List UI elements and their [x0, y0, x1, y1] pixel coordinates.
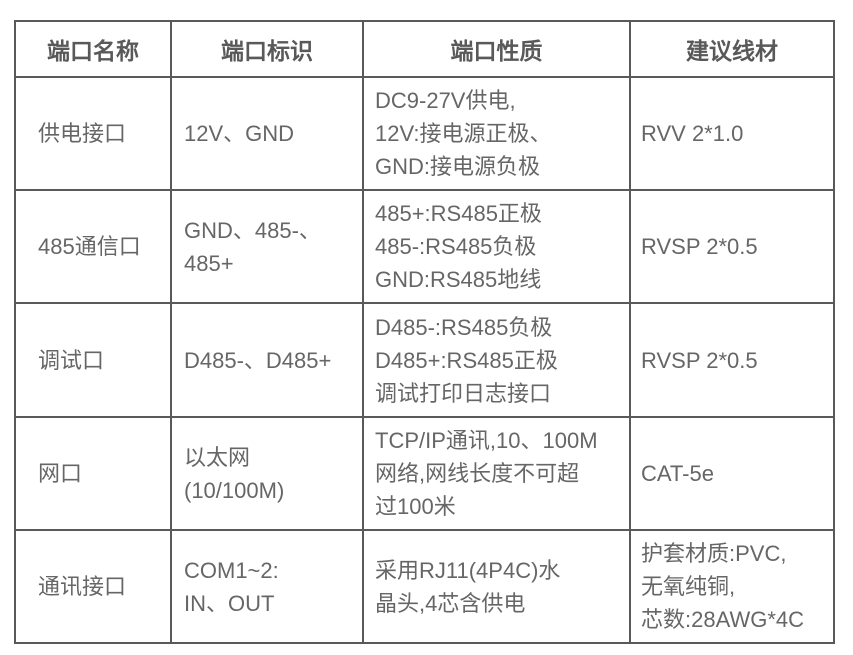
cell-port-id: COM1~2: IN、OUT	[170, 529, 364, 644]
cell-port-id: 12V、GND	[170, 76, 364, 191]
cell-port-name: 通讯接口	[14, 529, 172, 644]
cell-port-id: D485-、D485+	[170, 302, 364, 418]
cell-port-properties: TCP/IP通讯,10、100M 网络,网线长度不可超 过100米	[362, 416, 631, 531]
cell-cable: RVV 2*1.0	[629, 76, 835, 191]
table-row: 供电接口 12V、GND DC9-27V供电, 12V:接电源正极、 GND:接…	[14, 76, 835, 191]
table-row: 网口 以太网 (10/100M) TCP/IP通讯,10、100M 网络,网线长…	[14, 416, 835, 531]
column-header-port-id: 端口标识	[170, 20, 364, 78]
cell-port-properties: 采用RJ11(4P4C)水 晶头,4芯含供电	[362, 529, 631, 644]
cell-cable: RVSP 2*0.5	[629, 302, 835, 418]
header-row: 端口名称 端口标识 端口性质 建议线材	[14, 20, 835, 78]
table-row: 通讯接口 COM1~2: IN、OUT 采用RJ11(4P4C)水 晶头,4芯含…	[14, 529, 835, 644]
cell-cable: 护套材质:PVC, 无氧纯铜, 芯数:28AWG*4C	[629, 529, 835, 644]
cell-cable: CAT-5e	[629, 416, 835, 531]
cell-port-name: 供电接口	[14, 76, 172, 191]
cell-port-id: GND、485-、 485+	[170, 189, 364, 304]
table-row: 调试口 D485-、D485+ D485-:RS485负极 D485+:RS48…	[14, 302, 835, 418]
table-row: 485通信口 GND、485-、 485+ 485+:RS485正极 485-:…	[14, 189, 835, 304]
column-header-cable: 建议线材	[629, 20, 835, 78]
column-header-port-properties: 端口性质	[362, 20, 631, 78]
cell-port-properties: D485-:RS485负极 D485+:RS485正极 调试打印日志接口	[362, 302, 631, 418]
cell-port-properties: 485+:RS485正极 485-:RS485负极 GND:RS485地线	[362, 189, 631, 304]
cell-cable: RVSP 2*0.5	[629, 189, 835, 304]
column-header-port-name: 端口名称	[14, 20, 172, 78]
cell-port-id: 以太网 (10/100M)	[170, 416, 364, 531]
cell-port-properties: DC9-27V供电, 12V:接电源正极、 GND:接电源负极	[362, 76, 631, 191]
cell-port-name: 网口	[14, 416, 172, 531]
cell-port-name: 485通信口	[14, 189, 172, 304]
cell-port-name: 调试口	[14, 302, 172, 418]
port-spec-table: 端口名称 端口标识 端口性质 建议线材 供电接口 12V、GND DC9-27V…	[14, 20, 835, 644]
